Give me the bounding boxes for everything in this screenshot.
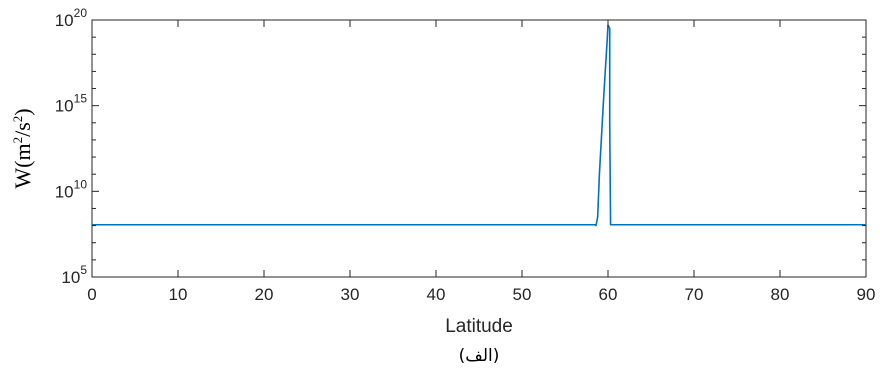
plot-frame <box>91 19 867 278</box>
x-tick-label: 30 <box>341 285 360 304</box>
x-tick-label: 80 <box>771 285 790 304</box>
x-tick-label: 20 <box>255 285 274 304</box>
x-axis-label: Latitude <box>445 316 513 337</box>
y-tick-label: 105 <box>61 263 87 287</box>
x-tick-label: 40 <box>427 285 446 304</box>
plot-area <box>91 19 867 278</box>
y-axis-ticks: 105 1010 1015 1020 <box>55 6 866 287</box>
y-tick-label: 1020 <box>55 6 88 30</box>
y-tick-label: 1015 <box>55 92 88 116</box>
x-tick-label: 10 <box>169 285 188 304</box>
x-tick-label: 50 <box>513 285 532 304</box>
y-tick-label: 1010 <box>55 177 88 201</box>
x-tick-label: 90 <box>857 285 876 304</box>
x-tick-label: 60 <box>599 285 618 304</box>
x-axis-ticks: 0 10 20 30 40 50 60 70 80 90 <box>87 20 875 304</box>
y-axis-label: W(m2/s2) <box>10 108 35 188</box>
x-tick-label: 70 <box>685 285 704 304</box>
x-tick-label: 0 <box>87 285 96 304</box>
figure-caption: (الف) <box>459 346 500 366</box>
